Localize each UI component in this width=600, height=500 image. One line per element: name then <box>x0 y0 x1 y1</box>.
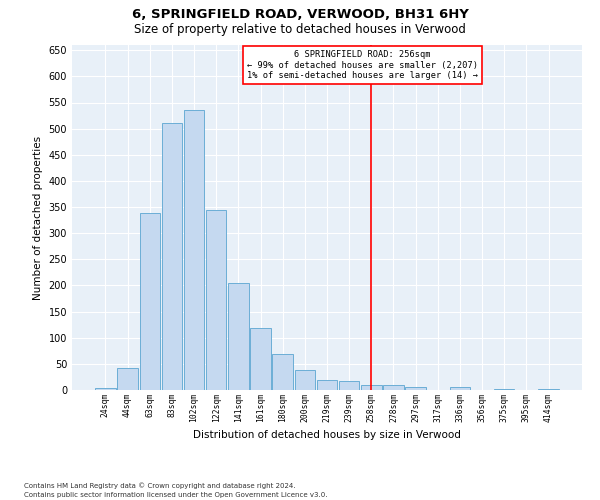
Bar <box>494 389 514 390</box>
Bar <box>184 110 204 390</box>
Bar <box>295 370 315 390</box>
Bar <box>206 210 226 390</box>
Text: 6 SPRINGFIELD ROAD: 256sqm
← 99% of detached houses are smaller (2,207)
1% of se: 6 SPRINGFIELD ROAD: 256sqm ← 99% of deta… <box>247 50 478 80</box>
Bar <box>118 368 138 390</box>
X-axis label: Distribution of detached houses by size in Verwood: Distribution of detached houses by size … <box>193 430 461 440</box>
Y-axis label: Number of detached properties: Number of detached properties <box>33 136 43 300</box>
Text: Contains public sector information licensed under the Open Government Licence v3: Contains public sector information licen… <box>24 492 328 498</box>
Bar <box>161 124 182 390</box>
Bar <box>383 386 404 390</box>
Bar <box>140 214 160 390</box>
Bar <box>339 380 359 390</box>
Bar <box>228 283 248 390</box>
Bar <box>317 380 337 390</box>
Bar <box>361 386 382 390</box>
Bar <box>95 388 116 390</box>
Bar <box>538 389 559 390</box>
Bar <box>272 354 293 390</box>
Bar <box>250 328 271 390</box>
Bar <box>406 388 426 390</box>
Text: 6, SPRINGFIELD ROAD, VERWOOD, BH31 6HY: 6, SPRINGFIELD ROAD, VERWOOD, BH31 6HY <box>131 8 469 20</box>
Text: Size of property relative to detached houses in Verwood: Size of property relative to detached ho… <box>134 22 466 36</box>
Bar <box>450 388 470 390</box>
Text: Contains HM Land Registry data © Crown copyright and database right 2024.: Contains HM Land Registry data © Crown c… <box>24 482 296 489</box>
